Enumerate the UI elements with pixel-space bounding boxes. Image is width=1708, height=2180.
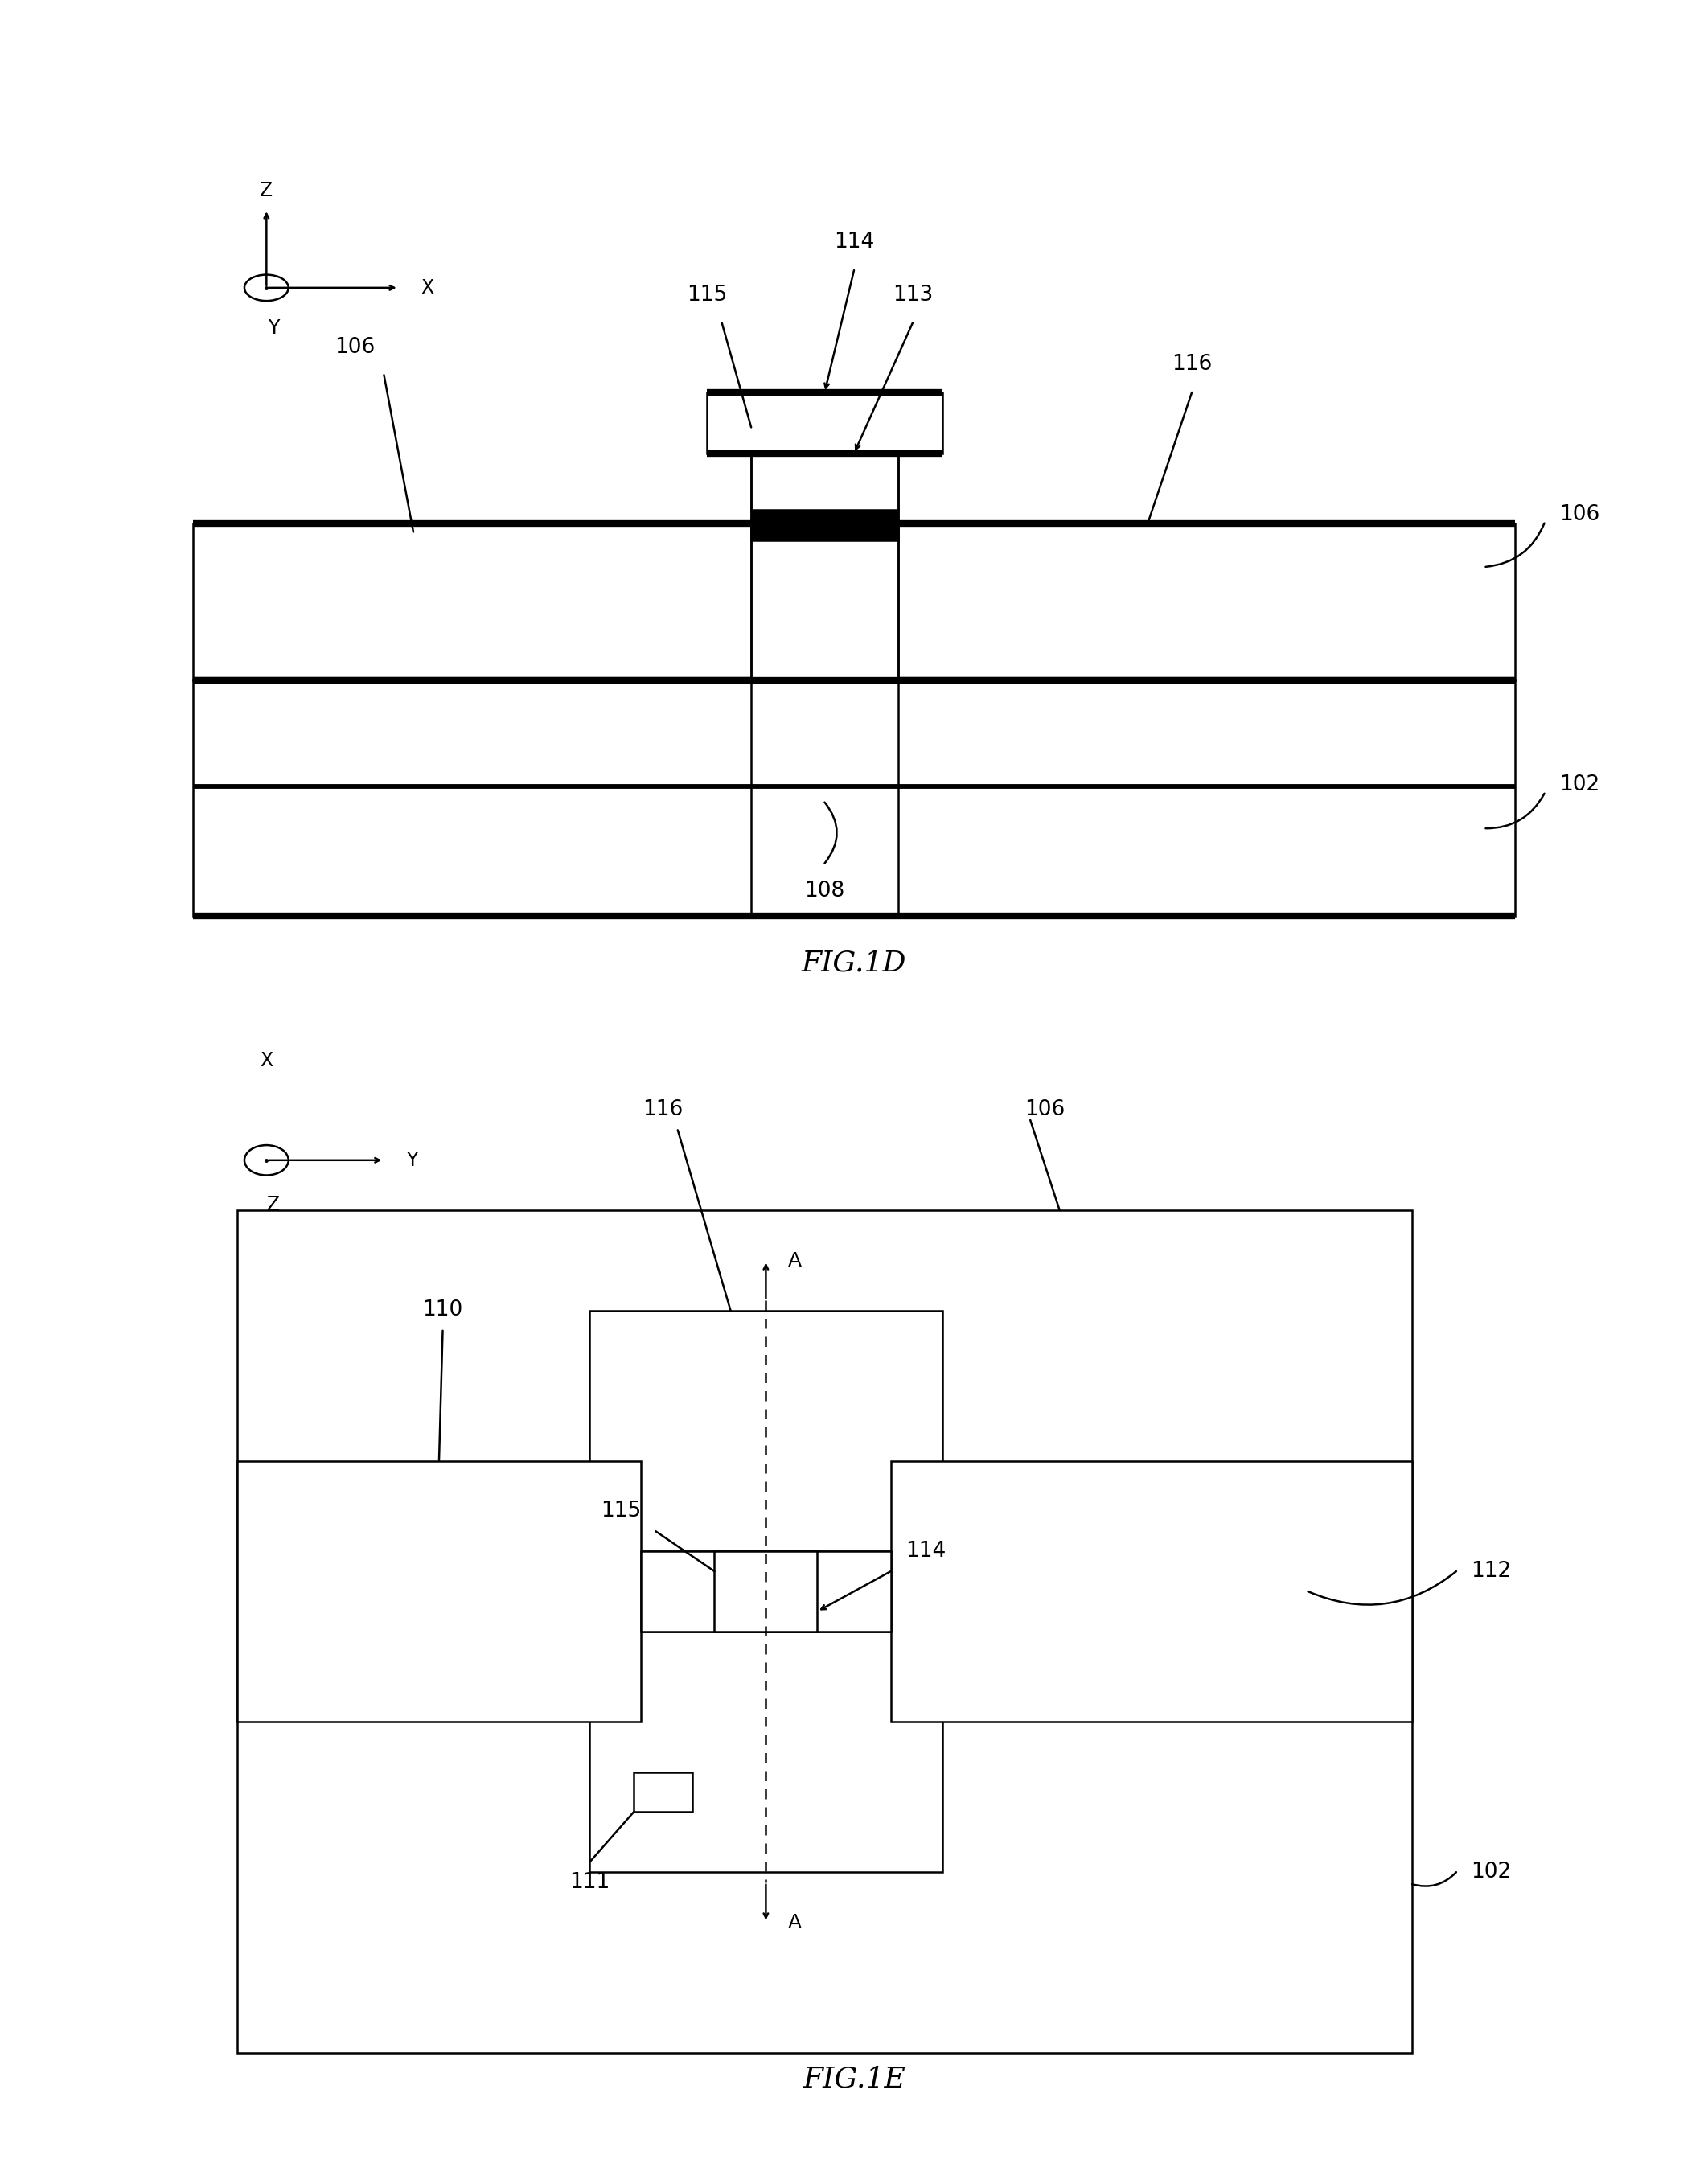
Text: 106: 106 — [335, 336, 374, 358]
Bar — [634, 1772, 692, 1812]
Text: 114: 114 — [834, 231, 874, 253]
Bar — [714, 1552, 816, 1631]
Text: 106: 106 — [1025, 1099, 1066, 1121]
Text: 112: 112 — [1471, 1561, 1512, 1583]
Text: 111: 111 — [569, 1873, 610, 1892]
Bar — [752, 510, 898, 541]
Text: Y: Y — [407, 1151, 417, 1171]
Bar — [193, 680, 1515, 916]
Text: 102: 102 — [1471, 1862, 1512, 1884]
Bar — [237, 1461, 640, 1722]
Text: Z: Z — [268, 1195, 280, 1214]
Text: 106: 106 — [1559, 504, 1599, 525]
Text: 114: 114 — [905, 1541, 946, 1561]
Bar — [589, 1631, 943, 1873]
Text: X: X — [420, 279, 434, 296]
Bar — [707, 392, 943, 453]
Bar — [589, 1310, 943, 1552]
Bar — [237, 1210, 1413, 2054]
Text: 113: 113 — [893, 283, 933, 305]
Text: 115: 115 — [601, 1500, 640, 1522]
Text: 116: 116 — [1172, 353, 1213, 375]
Text: 108: 108 — [804, 881, 845, 903]
Text: FIG.1D: FIG.1D — [801, 948, 907, 977]
Bar — [193, 523, 752, 680]
Bar — [892, 1461, 1413, 1722]
Text: A: A — [787, 1912, 801, 1931]
Text: X: X — [260, 1051, 273, 1070]
Text: A: A — [787, 1251, 801, 1271]
Bar — [640, 1552, 892, 1631]
Text: 115: 115 — [687, 283, 728, 305]
Bar — [898, 523, 1515, 680]
Text: FIG.1E: FIG.1E — [803, 2064, 905, 2093]
Text: Y: Y — [268, 318, 280, 338]
Text: 110: 110 — [422, 1299, 463, 1321]
Text: 116: 116 — [642, 1099, 683, 1121]
Text: 102: 102 — [1559, 774, 1599, 796]
Text: Z: Z — [260, 181, 273, 201]
